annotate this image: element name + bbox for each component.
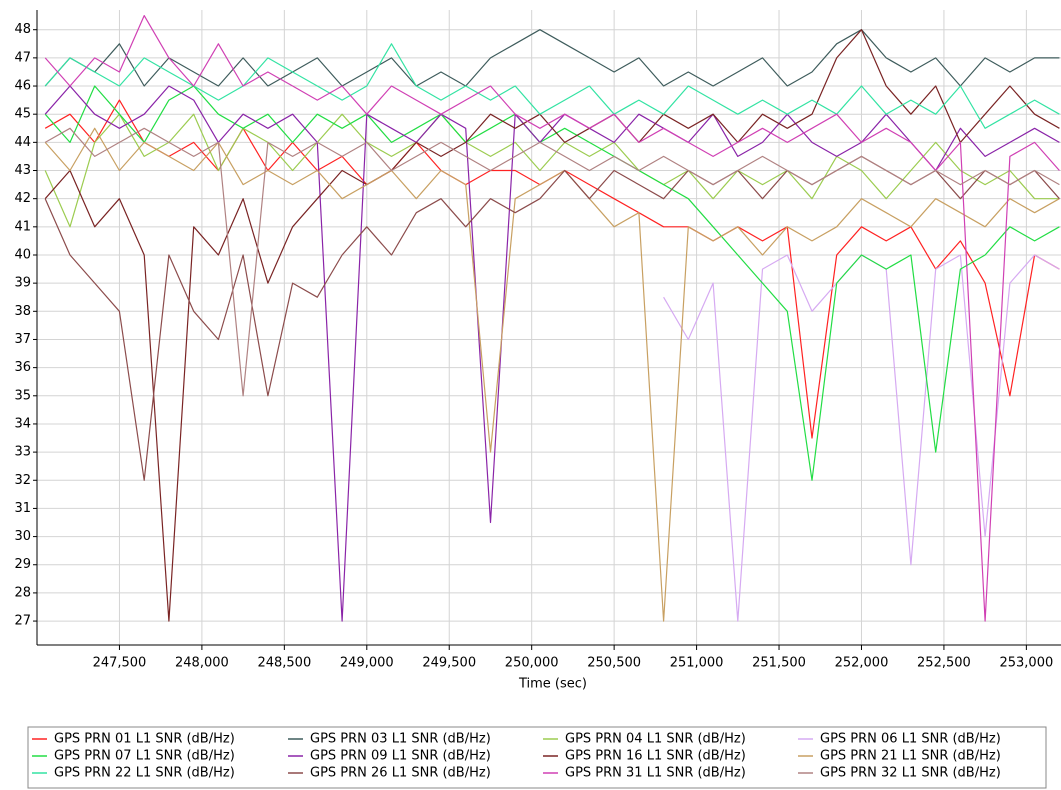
legend-label: GPS PRN 06 L1 SNR (dB/Hz) xyxy=(820,732,1001,747)
legend-label: GPS PRN 31 L1 SNR (dB/Hz) xyxy=(565,766,746,781)
legend-label: GPS PRN 32 L1 SNR (dB/Hz) xyxy=(820,766,1001,781)
x-tick-label: 251,000 xyxy=(670,656,724,671)
x-axis-title: Time (sec) xyxy=(518,677,587,692)
legend-label: GPS PRN 04 L1 SNR (dB/Hz) xyxy=(565,732,746,747)
y-tick-label: 47 xyxy=(14,50,31,65)
legend: GPS PRN 01 L1 SNR (dB/Hz) GPS PRN 03 L1 S… xyxy=(27,726,1047,789)
series-line xyxy=(44,113,1060,228)
series-line xyxy=(44,99,1060,439)
y-tick-label: 45 xyxy=(14,107,31,122)
y-tick-label: 33 xyxy=(14,445,31,460)
x-tick-label: 248,500 xyxy=(257,656,311,671)
x-tick-label: 250,500 xyxy=(587,656,641,671)
y-tick-label: 28 xyxy=(14,585,31,600)
y-tick-label: 35 xyxy=(14,388,31,403)
legend-label: GPS PRN 03 L1 SNR (dB/Hz) xyxy=(310,732,491,747)
y-tick-label: 37 xyxy=(14,332,31,347)
y-tick-label: 34 xyxy=(14,416,31,431)
y-tick-label: 27 xyxy=(14,614,31,629)
grid xyxy=(37,10,1061,645)
series-line xyxy=(44,29,1060,622)
series-line xyxy=(44,127,1060,622)
legend-label: GPS PRN 07 L1 SNR (dB/Hz) xyxy=(54,749,235,764)
x-tick-label: 249,500 xyxy=(422,656,476,671)
x-tick-label: 248,000 xyxy=(175,656,229,671)
series-line xyxy=(44,43,1060,129)
legend-label: GPS PRN 16 L1 SNR (dB/Hz) xyxy=(565,749,746,764)
x-tick-label: 251,500 xyxy=(752,656,806,671)
y-tick-label: 44 xyxy=(14,135,31,150)
x-tick-label: 253,000 xyxy=(999,656,1053,671)
y-tick-label: 29 xyxy=(14,557,31,572)
series-line xyxy=(44,155,1060,481)
y-tick-label: 32 xyxy=(14,473,31,488)
y-tick-label: 31 xyxy=(14,501,31,516)
x-tick-label: 250,000 xyxy=(505,656,559,671)
x-tick-label: 252,500 xyxy=(917,656,971,671)
series-line xyxy=(44,85,1060,481)
plot-area xyxy=(44,15,1060,622)
y-tick-label: 43 xyxy=(14,163,31,178)
y-tick-label: 46 xyxy=(14,79,31,94)
legend-label: GPS PRN 22 L1 SNR (dB/Hz) xyxy=(54,766,235,781)
legend-label: GPS PRN 09 L1 SNR (dB/Hz) xyxy=(310,749,491,764)
y-tick-label: 38 xyxy=(14,304,31,319)
series-line xyxy=(44,29,1060,87)
y-tick-label: 39 xyxy=(14,276,31,291)
x-tick-label: 252,000 xyxy=(835,656,889,671)
legend-label: GPS PRN 21 L1 SNR (dB/Hz) xyxy=(820,749,1001,764)
legend-label: GPS PRN 26 L1 SNR (dB/Hz) xyxy=(310,766,491,781)
legend-box xyxy=(27,726,1047,789)
y-tick-label: 36 xyxy=(14,360,31,375)
y-tick-label: 41 xyxy=(14,219,31,234)
series-line xyxy=(44,127,1060,397)
x-tick-label: 249,000 xyxy=(340,656,394,671)
y-tick-label: 48 xyxy=(14,22,31,37)
series-line xyxy=(44,15,1060,622)
legend-label: GPS PRN 01 L1 SNR (dB/Hz) xyxy=(54,732,235,747)
x-tick-label: 247,500 xyxy=(93,656,147,671)
y-tick-label: 40 xyxy=(14,247,31,262)
y-tick-label: 30 xyxy=(14,529,31,544)
y-tick-label: 42 xyxy=(14,191,31,206)
